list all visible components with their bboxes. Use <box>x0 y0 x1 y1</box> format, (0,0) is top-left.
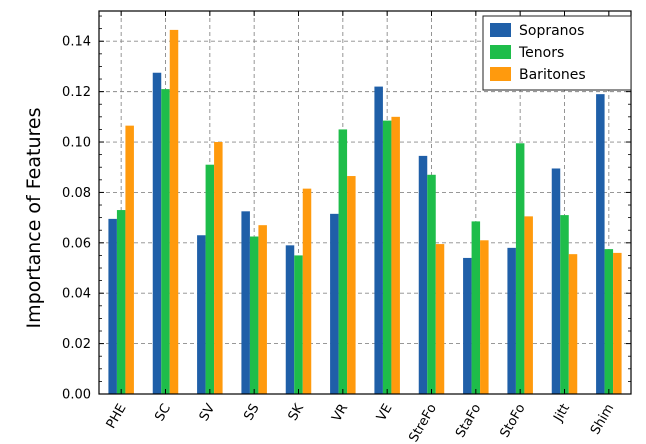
bar-baritones-phe <box>125 125 134 395</box>
bar-tenors-sk <box>294 255 303 394</box>
bar-sopranos-sc <box>152 72 162 394</box>
bar-sopranos-sk <box>285 245 295 394</box>
bars <box>108 29 622 395</box>
bar-baritones-ve <box>391 116 400 394</box>
bar-baritones-sc <box>169 29 179 395</box>
bar-tenors-ss <box>249 236 259 394</box>
bar-tenors-phe <box>116 210 126 394</box>
bar-baritones-strefo <box>435 244 445 394</box>
bar-baritones-jitt <box>568 254 578 394</box>
x-tick-label: StreFo <box>406 401 440 444</box>
bar-sopranos-ve <box>374 86 383 394</box>
x-tick-label: SS <box>241 402 262 424</box>
bar-sopranos-stafo <box>463 257 472 394</box>
y-tick-label: 0.10 <box>62 136 91 151</box>
x-tick-label: SC <box>152 402 174 425</box>
legend-label-sopranos: Sopranos <box>519 23 584 39</box>
bar-sopranos-sv <box>197 235 206 394</box>
bar-baritones-sv <box>214 142 223 394</box>
x-tick-labels: PHE SC SV SS SK VR VE StreFo StaFo StoFo Jitt Shim <box>104 401 618 444</box>
y-tick-label: 0.12 <box>62 85 91 100</box>
bar-sopranos-ss <box>241 211 250 394</box>
legend-swatch-sopranos <box>490 23 511 37</box>
legend-swatch-baritones <box>490 67 511 81</box>
x-tick-label: StaFo <box>453 401 484 440</box>
y-tick-label: 0.02 <box>62 337 91 352</box>
x-tick-label: Shim <box>588 402 617 438</box>
bar-tenors-strefo <box>427 174 436 394</box>
bar-tenors-jitt <box>560 215 569 394</box>
legend: Sopranos Tenors Baritones <box>482 15 632 91</box>
bar-tenors-ve <box>382 120 392 394</box>
y-tick-label: 0.14 <box>62 35 91 50</box>
bar-tenors-sc <box>161 89 170 394</box>
bar-baritones-stofo <box>524 216 533 394</box>
x-tick-label: SV <box>197 401 219 423</box>
bar-sopranos-strefo <box>418 155 428 394</box>
y-tick-labels: 0.00 0.02 0.04 0.06 0.08 0.10 0.12 0.14 <box>62 35 91 403</box>
x-tick-label: VE <box>374 402 396 424</box>
legend-swatch-tenors <box>490 45 511 59</box>
y-tick-label: 0.04 <box>62 287 91 302</box>
legend-label-tenors: Tenors <box>518 45 564 61</box>
bar-tenors-stafo <box>471 221 481 394</box>
x-tick-label: SK <box>286 401 308 423</box>
axes <box>98 10 632 395</box>
bar-tenors-stofo <box>515 143 525 394</box>
plot-frame <box>98 10 632 395</box>
x-tick-label: StoFo <box>497 401 528 440</box>
y-axis-title: Importance of Features <box>23 108 45 329</box>
bar-sopranos-shim <box>596 94 605 395</box>
x-tick-label: PHE <box>104 402 130 432</box>
bar-tenors-sv <box>205 164 215 394</box>
x-tick-label: VR <box>329 402 351 425</box>
bar-sopranos-jitt <box>551 168 561 394</box>
bar-baritones-sk <box>302 188 312 394</box>
legend-label-baritones: Baritones <box>519 67 586 83</box>
bar-sopranos-vr <box>330 213 339 394</box>
bar-baritones-shim <box>613 252 622 394</box>
bar-baritones-stafo <box>480 240 489 394</box>
bar-baritones-ss <box>258 225 267 394</box>
bar-sopranos-phe <box>108 218 117 394</box>
y-tick-label: 0.06 <box>62 236 91 251</box>
bar-sopranos-stofo <box>507 247 516 394</box>
bar-tenors-vr <box>338 129 348 395</box>
y-tick-label: 0.08 <box>62 186 91 201</box>
y-tick-label: 0.00 <box>62 388 91 403</box>
bar-baritones-vr <box>347 176 356 394</box>
x-tick-label: Jitt <box>551 402 573 426</box>
bar-tenors-shim <box>604 249 614 394</box>
